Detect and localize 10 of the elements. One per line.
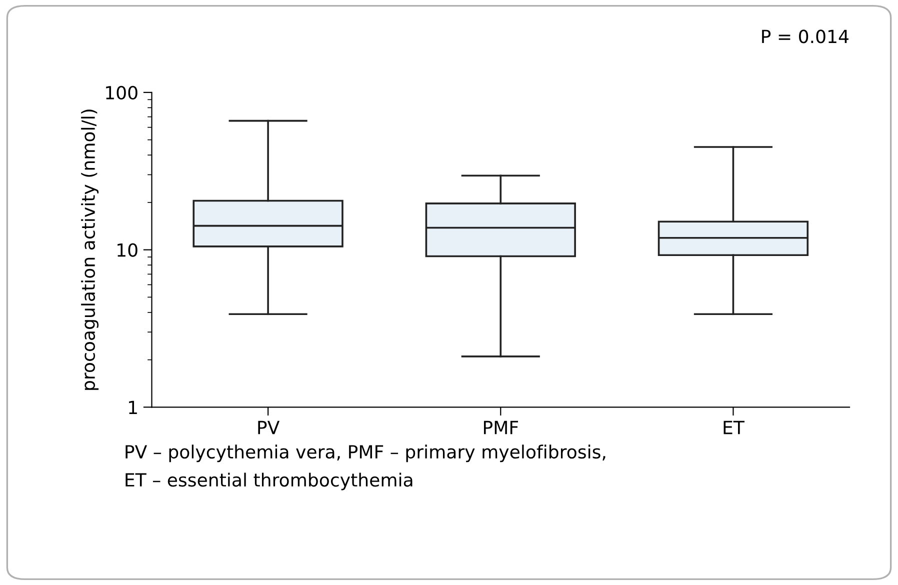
text: ET – essential thrombocythemia [126, 472, 412, 490]
x-tick-label: PMF [484, 420, 518, 434]
y-tick-label: 1 [129, 400, 137, 414]
y-tick-label: 100 [106, 86, 138, 100]
x-tick-label: ET [724, 420, 744, 434]
text: PV – polycythemia vera, PMF – primary myelofibrosis, [126, 444, 606, 462]
x-tick-label: PV [258, 420, 280, 434]
y-tick-label: 10 [118, 243, 138, 257]
y-axis-title: procoagulation activity (nmol/l) [81, 110, 99, 390]
text: P = 0.014 [762, 30, 848, 44]
